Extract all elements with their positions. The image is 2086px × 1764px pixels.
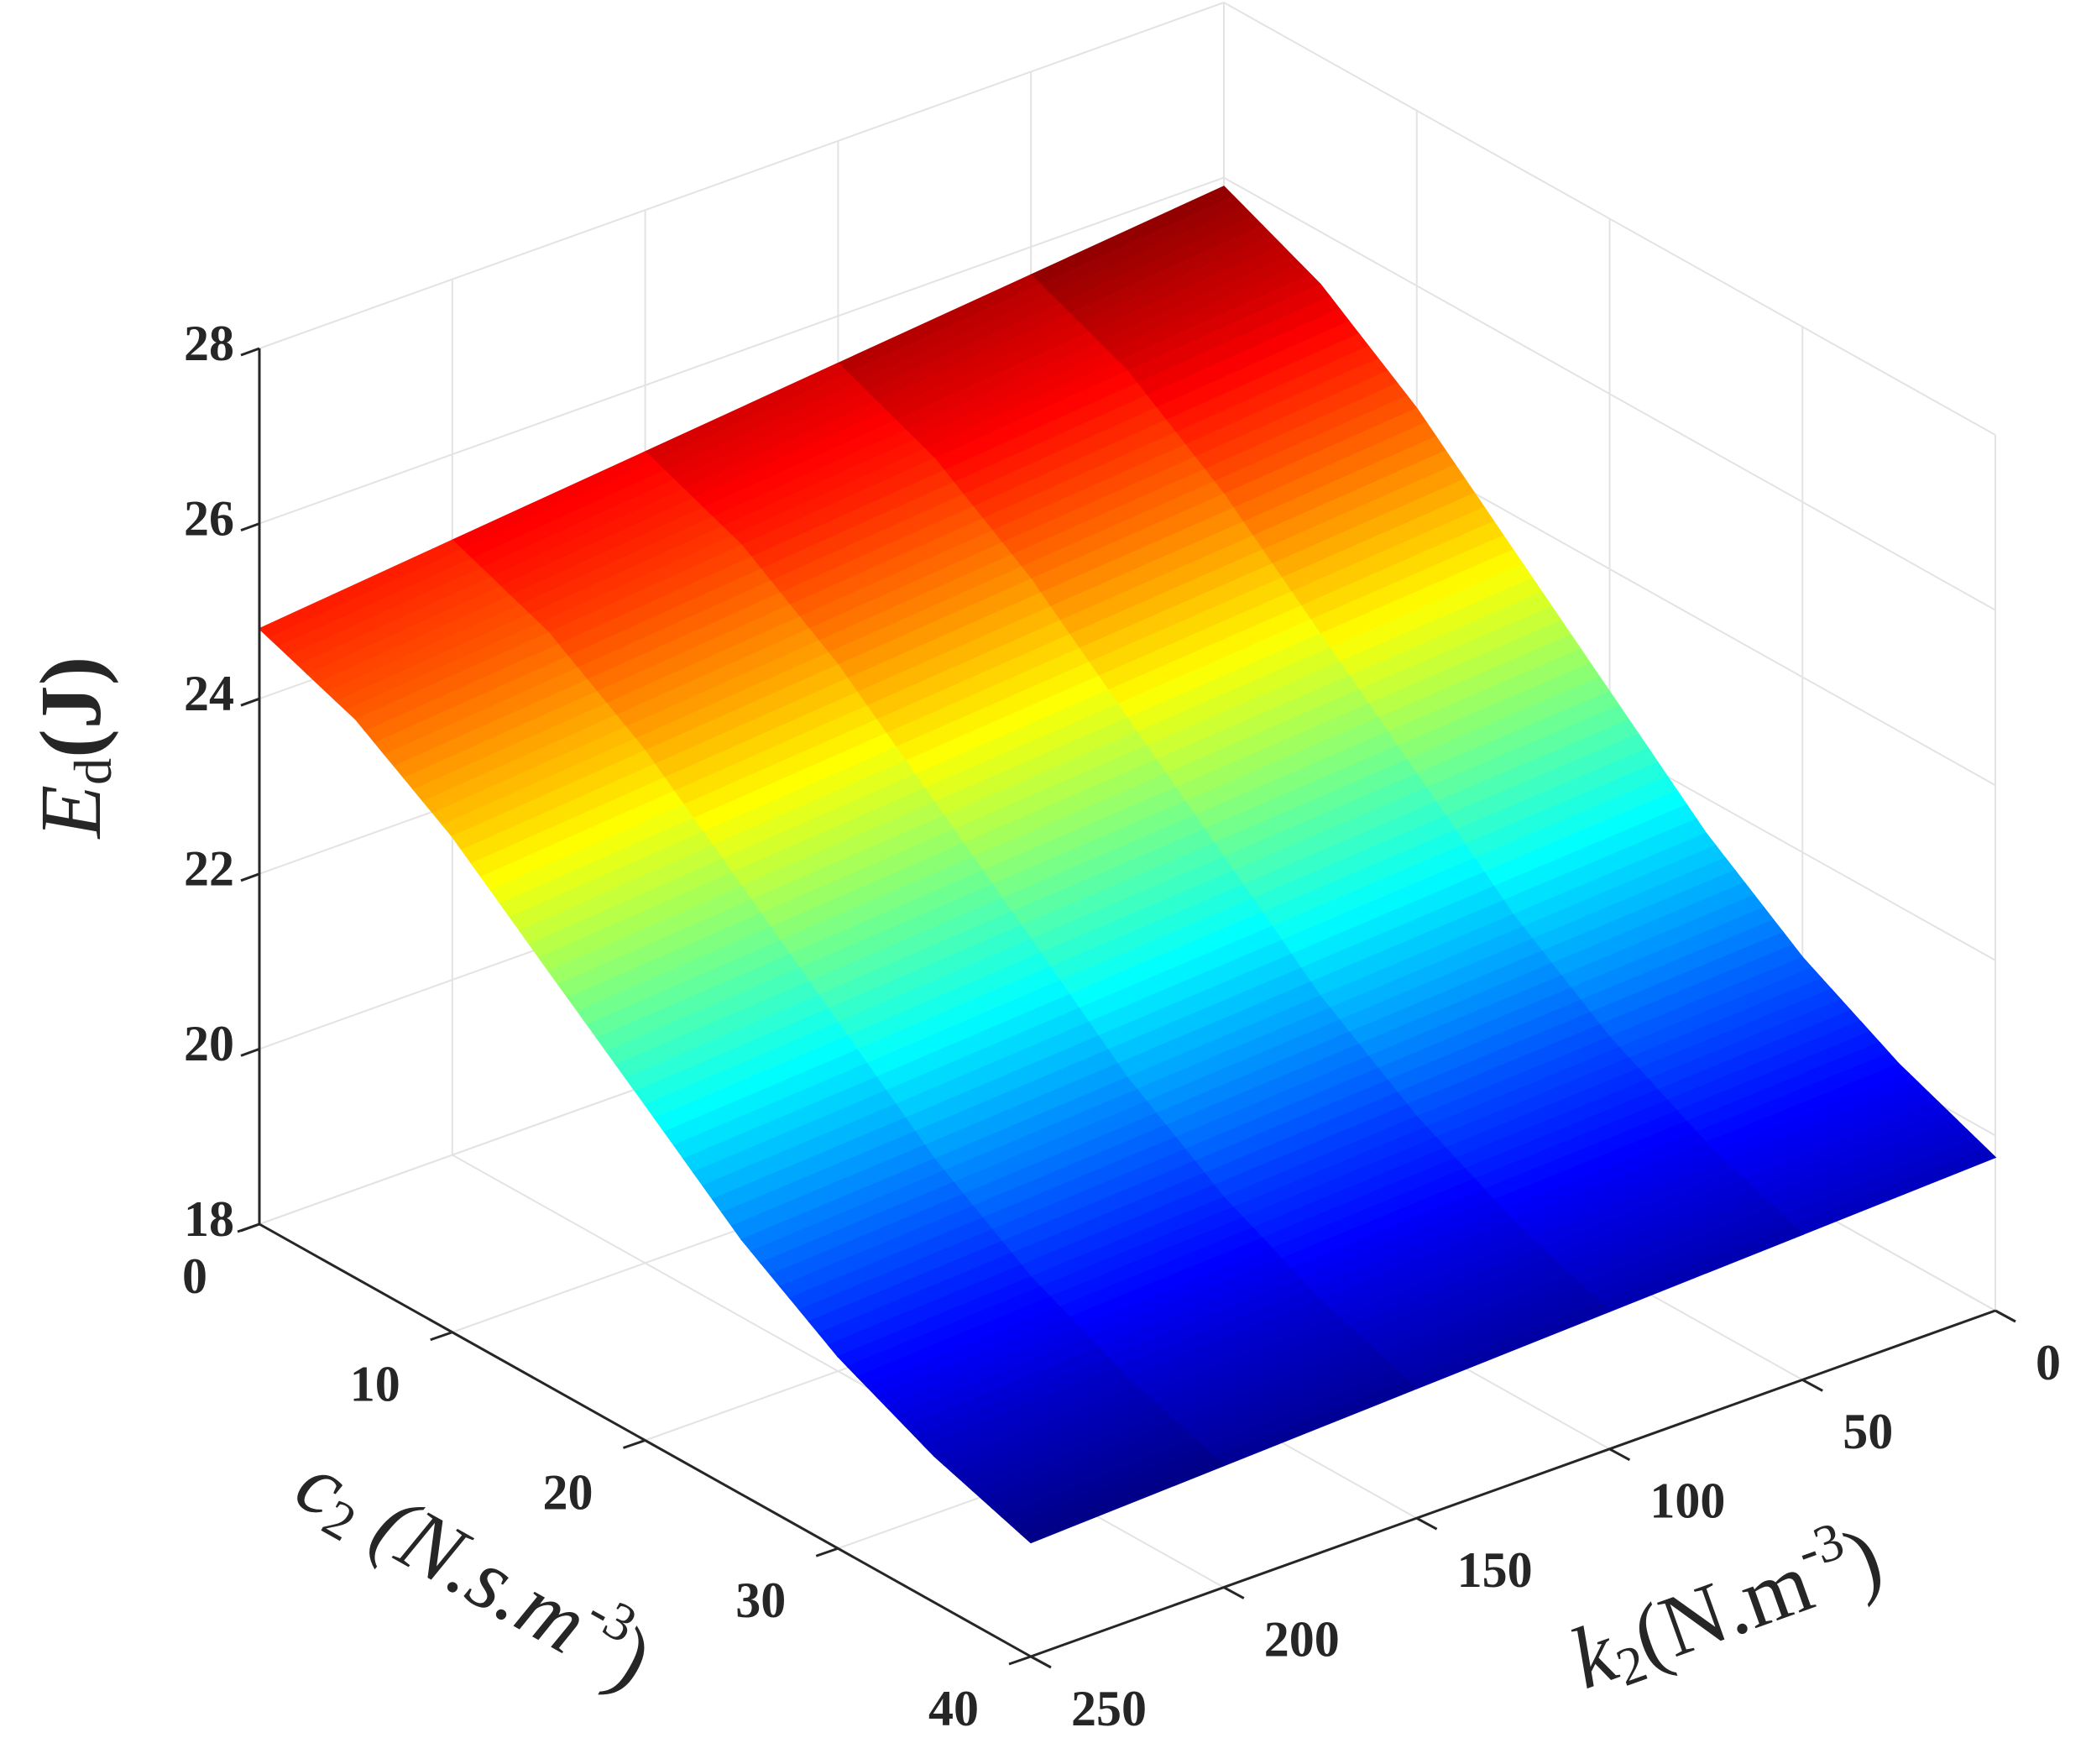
- z-tick-label: 22: [184, 841, 234, 897]
- y-tick: [1223, 1586, 1245, 1599]
- z-axis-label: Ed(J): [23, 657, 123, 840]
- x-tick: [815, 1547, 839, 1557]
- y-tick-label: 100: [1649, 1473, 1725, 1529]
- axes: 18 20 22 24 26 28 0 10 20 30 40 0 50 100 150 200 250: [182, 316, 2061, 1736]
- x-tick-label: 40: [928, 1681, 979, 1736]
- z-label-unit: (J): [23, 657, 119, 758]
- grid-line: [259, 2, 1225, 349]
- y-tick: [1995, 1309, 2016, 1323]
- z-tick-label: 28: [184, 316, 234, 371]
- y-tick-label: 250: [1071, 1681, 1147, 1736]
- y-tick: [1801, 1379, 1823, 1392]
- z-tick: [240, 872, 260, 882]
- z-tick: [240, 522, 260, 532]
- x-tick-label: 10: [350, 1357, 400, 1412]
- z-tick-label: 24: [184, 666, 234, 721]
- z-tick-label: 18: [184, 1191, 234, 1247]
- y-tick-label: 200: [1264, 1611, 1340, 1667]
- y-tick: [1415, 1516, 1438, 1531]
- x-tick: [623, 1439, 646, 1449]
- y-tick-label: 50: [1843, 1404, 1893, 1459]
- x-tick-label: 30: [735, 1573, 786, 1628]
- z-label-sub: d: [63, 758, 123, 785]
- y-label-unit: (N.m: [1620, 1533, 1824, 1685]
- x-axis-label: c2 (N.s.m-3): [280, 1426, 672, 1710]
- x-tick: [430, 1331, 453, 1342]
- y-tick-label: 0: [2036, 1335, 2061, 1390]
- surface-patch: [1020, 1456, 1226, 1544]
- x-tick-label: 20: [543, 1464, 593, 1520]
- x-tick: [237, 1222, 260, 1233]
- y-axis-line: [1030, 1309, 1996, 1658]
- x-tick: [1008, 1655, 1032, 1666]
- y-tick: [1030, 1655, 1052, 1669]
- y-tick: [1608, 1447, 1631, 1462]
- y-axis-label: k2(N.m-3): [1555, 1500, 1895, 1710]
- grid-line: [259, 176, 1225, 525]
- z-tick: [240, 1047, 260, 1057]
- z-label-symbol: E: [23, 785, 119, 840]
- z-tick: [240, 697, 260, 707]
- y-tick-label: 150: [1457, 1542, 1533, 1598]
- surface: [258, 186, 1997, 1544]
- z-tick-label: 26: [184, 490, 234, 546]
- z-tick-label: 20: [184, 1016, 234, 1071]
- x-tick-label: 0: [182, 1248, 207, 1304]
- z-tick: [240, 347, 260, 357]
